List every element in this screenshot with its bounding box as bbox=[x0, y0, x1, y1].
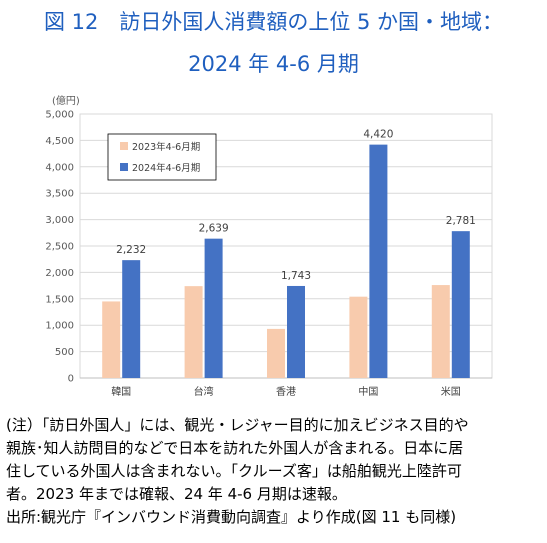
legend-label-2023: 2023年4-6月期 bbox=[132, 141, 200, 153]
y-tick-label: 3,000 bbox=[45, 215, 74, 226]
bar-2023 bbox=[102, 301, 121, 378]
y-tick-label: 5,000 bbox=[45, 110, 74, 121]
y-tick-label: 3,500 bbox=[45, 189, 74, 200]
y-tick-label: 4,000 bbox=[45, 162, 74, 173]
x-tick-label: 韓国 bbox=[111, 386, 131, 398]
data-label: 1,743 bbox=[281, 270, 311, 282]
data-label: 4,420 bbox=[363, 129, 393, 141]
y-axis-unit-label: (億円) bbox=[52, 94, 80, 107]
bar-2024 bbox=[451, 231, 470, 378]
y-tick-label: 2,000 bbox=[45, 268, 74, 279]
bar-2024 bbox=[287, 285, 305, 378]
bar-2023 bbox=[267, 328, 285, 378]
legend-swatch-2023 bbox=[120, 142, 128, 150]
bar-chart: (億円) 0 500 1,000 1,500 2,000 2,500 3,000 3,500 4… bbox=[45, 94, 493, 398]
data-label: 2,781 bbox=[446, 215, 476, 227]
data-label: 2,232 bbox=[116, 244, 146, 256]
chart-title-line1: 図 12 訪日外国人消費額の上位 5 か国・地域： bbox=[43, 10, 504, 34]
data-label: 2,639 bbox=[199, 223, 229, 235]
x-tick-label: 香港 bbox=[276, 386, 296, 398]
legend-swatch-2024 bbox=[120, 163, 128, 171]
legend: 2023年4-6月期 2024年4-6月期 bbox=[107, 133, 217, 181]
bar-2024 bbox=[204, 238, 223, 378]
x-tick-label: 米国 bbox=[441, 385, 461, 398]
y-tick-label: 1,000 bbox=[45, 321, 74, 332]
legend-box bbox=[107, 133, 217, 181]
bar-2023 bbox=[184, 286, 203, 378]
y-tick-label: 0 bbox=[68, 374, 74, 385]
footnote-line-2: 親族･知人訪問目的などで日本を訪れた外国人が含まれる。日本に居 bbox=[6, 439, 464, 457]
x-tick-label: 中国 bbox=[358, 385, 378, 398]
source-line: 出所:観光庁『インバウンド消費動向調査』より作成(図 11 も同様) bbox=[6, 508, 457, 526]
legend-label-2024: 2024年4-6月期 bbox=[132, 162, 200, 174]
footnote-line-3: 住している外国人は含まれない。「クルーズ客」は船舶観光上陸許可 bbox=[6, 462, 462, 480]
footnote-line-4: 者。2023 年までは確報、24 年 4-6 月期は速報。 bbox=[6, 485, 347, 503]
y-tick-label: 2,500 bbox=[45, 242, 74, 253]
y-tick-label: 500 bbox=[55, 347, 74, 358]
y-tick-label: 4,500 bbox=[45, 136, 74, 147]
y-tick-label: 1,500 bbox=[45, 294, 74, 305]
bar-2024 bbox=[122, 260, 141, 378]
footnote: (注）「訪日外国人」には、観光・レジャー目的に加えビジネス目的や 親族･知人訪問… bbox=[6, 414, 542, 529]
bar-2023 bbox=[431, 285, 450, 378]
bar-2024 bbox=[369, 144, 388, 378]
x-tick-label: 台湾 bbox=[194, 385, 214, 398]
footnote-line-1: (注）「訪日外国人」には、観光・レジャー目的に加えビジネス目的や bbox=[6, 416, 469, 434]
bar-2023 bbox=[349, 296, 368, 378]
chart-title-line2: 2024 年 4-6 月期 bbox=[188, 52, 359, 76]
